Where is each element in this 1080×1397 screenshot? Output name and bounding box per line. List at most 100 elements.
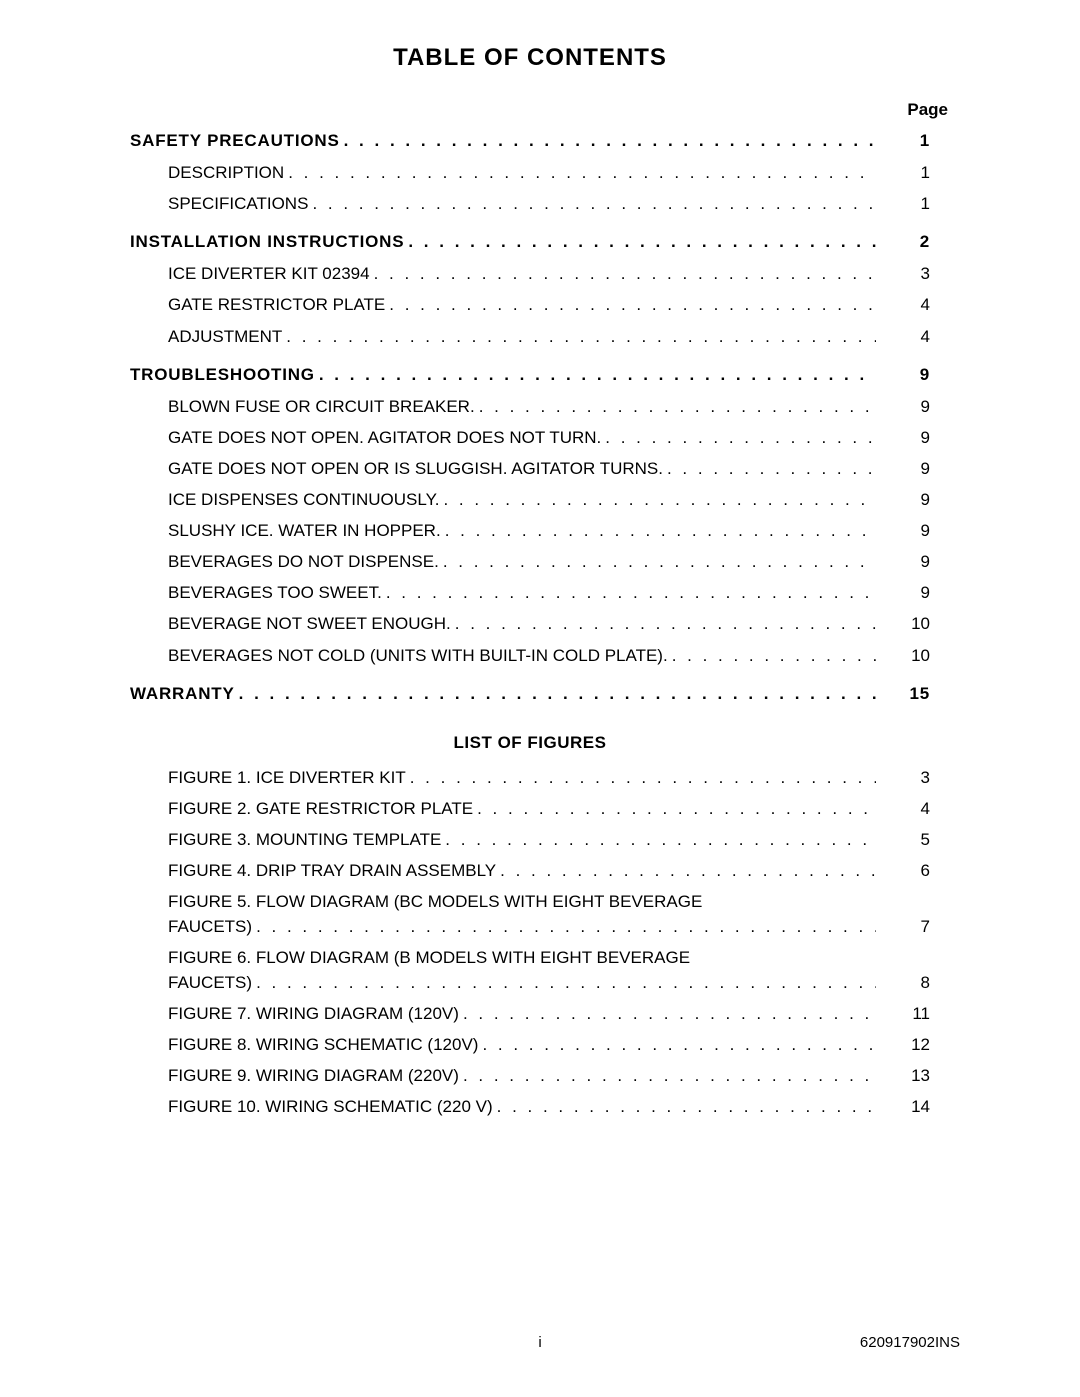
toc-dot-leader: . . . . . . . . . . . . . . . . . . . . … [408, 231, 876, 253]
toc-page-number: 4 [876, 326, 930, 348]
toc-dot-leader: . . . . . . . . . . . . . . . . . . . . … [463, 1065, 876, 1087]
toc-dot-leader: . . . . . . . . . . . . . . . . . . . . … [312, 193, 876, 215]
toc-section: TROUBLESHOOTING. . . . . . . . . . . . .… [130, 364, 930, 386]
list-of-figures-title: LIST OF FIGURES [130, 733, 930, 753]
toc-dot-leader: . . . . . . . . . . . . . . . . . . . . … [319, 364, 876, 386]
toc-entry: FIGURE 6. FLOW DIAGRAM (B MODELS WITH EI… [130, 947, 930, 994]
toc-entry: FIGURE 5. FLOW DIAGRAM (BC MODELS WITH E… [130, 891, 930, 938]
toc-dot-leader: . . . . . . . . . . . . . . . . . . . . … [288, 162, 876, 184]
toc-page-number: 9 [876, 582, 930, 604]
toc-entry-label: FIGURE 5. FLOW DIAGRAM (BC MODELS WITH E… [130, 891, 930, 914]
toc-entry-line2: FAUCETS). . . . . . . . . . . . . . . . … [130, 972, 930, 994]
toc-entry: FIGURE 7. WIRING DIAGRAM (120V). . . . .… [130, 1003, 930, 1025]
toc-entry-label: BEVERAGE NOT SWEET ENOUGH. [130, 613, 455, 635]
toc-dot-leader: . . . . . . . . . . . . . . . . . . . . … [479, 396, 876, 418]
toc-page-number: 7 [876, 916, 930, 938]
toc-page-number: 9 [876, 520, 930, 542]
toc-page-number: 10 [876, 613, 930, 635]
toc-page-number: 1 [876, 193, 930, 215]
toc-entry: FIGURE 9. WIRING DIAGRAM (220V). . . . .… [130, 1065, 930, 1087]
toc-entry-label: FIGURE 2. GATE RESTRICTOR PLATE [130, 798, 477, 820]
toc-page-number: 14 [876, 1096, 930, 1118]
toc-entry: GATE DOES NOT OPEN. AGITATOR DOES NOT TU… [130, 427, 930, 449]
toc-page-number: 5 [876, 829, 930, 851]
toc-entry-label: SPECIFICATIONS [130, 193, 312, 215]
toc-page-number: 3 [876, 263, 930, 285]
toc-dot-leader: . . . . . . . . . . . . . . . . . . . . … [482, 1034, 876, 1056]
toc-dot-leader: . . . . . . . . . . . . . . . . . . . . … [500, 860, 876, 882]
toc-entry-label: ICE DIVERTER KIT 02394 [130, 263, 374, 285]
toc-dot-leader: . . . . . . . . . . . . . . . . . . . . … [443, 551, 876, 573]
toc-entry: ICE DIVERTER KIT 02394. . . . . . . . . … [130, 263, 930, 285]
toc-dot-leader: . . . . . . . . . . . . . . . . . . . . … [667, 458, 876, 480]
toc-entry-label: FIGURE 7. WIRING DIAGRAM (120V) [130, 1003, 463, 1025]
toc-dot-leader: . . . . . . . . . . . . . . . . . . . . … [445, 520, 876, 542]
toc-entry-label: FIGURE 1. ICE DIVERTER KIT [130, 767, 410, 789]
toc-page-number: 12 [876, 1034, 930, 1056]
toc-entry: GATE RESTRICTOR PLATE. . . . . . . . . .… [130, 294, 930, 316]
toc-entry-label: TROUBLESHOOTING [130, 364, 319, 386]
toc-entry-label: GATE RESTRICTOR PLATE [130, 294, 389, 316]
toc-entry-sublabel: FAUCETS) [130, 972, 256, 994]
toc-dot-leader: . . . . . . . . . . . . . . . . . . . . … [477, 798, 876, 820]
toc-page-number: 9 [876, 427, 930, 449]
toc-entry: FIGURE 3. MOUNTING TEMPLATE. . . . . . .… [130, 829, 930, 851]
toc-entry-label: GATE DOES NOT OPEN OR IS SLUGGISH. AGITA… [130, 458, 667, 480]
toc-page-number: 13 [876, 1065, 930, 1087]
toc-section: WARRANTY. . . . . . . . . . . . . . . . … [130, 683, 930, 705]
list-of-figures: FIGURE 1. ICE DIVERTER KIT . . . . . . . … [130, 767, 930, 1119]
toc-entry-label: FIGURE 9. WIRING DIAGRAM (220V) [130, 1065, 463, 1087]
page-title: TABLE OF CONTENTS [130, 44, 930, 72]
toc-entry: BLOWN FUSE OR CIRCUIT BREAKER.. . . . . … [130, 396, 930, 418]
toc-page-number: 4 [876, 294, 930, 316]
toc-page-number: 1 [876, 130, 930, 152]
page-column-header: Page [130, 100, 948, 120]
toc-page-number: 9 [876, 364, 930, 386]
toc-dot-leader: . . . . . . . . . . . . . . . . . . . . … [374, 263, 876, 285]
toc-page-number: 11 [876, 1003, 930, 1025]
toc-dot-leader: . . . . . . . . . . . . . . . . . . . . … [443, 489, 876, 511]
toc-section: INSTALLATION INSTRUCTIONS. . . . . . . .… [130, 231, 930, 253]
toc-dot-leader: . . . . . . . . . . . . . . . . . . . . … [386, 582, 876, 604]
toc-page-number: 3 [876, 767, 930, 789]
toc-page-number: 9 [876, 458, 930, 480]
toc-entry-label: BEVERAGES NOT COLD (UNITS WITH BUILT-IN … [130, 645, 672, 667]
toc-dot-leader: . . . . . . . . . . . . . . . . . . . . … [286, 326, 876, 348]
toc-entry-label: FIGURE 10. WIRING SCHEMATIC (220 V) [130, 1096, 497, 1118]
toc-entry: GATE DOES NOT OPEN OR IS SLUGGISH. AGITA… [130, 458, 930, 480]
toc-dot-leader: . . . . . . . . . . . . . . . . . . . . … [497, 1096, 876, 1118]
toc-page-number: 9 [876, 489, 930, 511]
toc-entry-label: FIGURE 3. MOUNTING TEMPLATE [130, 829, 445, 851]
toc-dot-leader: . . . . . . . . . . . . . . . . . . . . … [256, 916, 876, 938]
toc-dot-leader: . . . . . . . . . . . . . . . . . . . . … [344, 130, 876, 152]
toc-entry-label: ADJUSTMENT [130, 326, 286, 348]
toc-page-number: 4 [876, 798, 930, 820]
document-page: TABLE OF CONTENTS Page SAFETY PRECAUTION… [0, 0, 1080, 1397]
toc-entry: FIGURE 1. ICE DIVERTER KIT. . . . . . . … [130, 767, 930, 789]
toc-entry: BEVERAGES NOT COLD (UNITS WITH BUILT-IN … [130, 645, 930, 667]
toc-entry-label: GATE DOES NOT OPEN. AGITATOR DOES NOT TU… [130, 427, 605, 449]
toc-entry-label: DESCRIPTION [130, 162, 288, 184]
toc-dot-leader: . . . . . . . . . . . . . . . . . . . . … [605, 427, 876, 449]
toc-page-number: 8 [876, 972, 930, 994]
toc-entry-label: FIGURE 8. WIRING SCHEMATIC (120V) [130, 1034, 482, 1056]
toc-entry-sublabel: FAUCETS) [130, 916, 256, 938]
toc-entry: BEVERAGES DO NOT DISPENSE.. . . . . . . … [130, 551, 930, 573]
toc-page-number: 1 [876, 162, 930, 184]
toc-page-number: 2 [876, 231, 930, 253]
toc-dot-leader: . . . . . . . . . . . . . . . . . . . . … [672, 645, 876, 667]
toc-page-number: 6 [876, 860, 930, 882]
toc-section: SAFETY PRECAUTIONS. . . . . . . . . . . … [130, 130, 930, 152]
toc-entry-label: SLUSHY ICE. WATER IN HOPPER. [130, 520, 445, 542]
toc-entry: BEVERAGE NOT SWEET ENOUGH.. . . . . . . … [130, 613, 930, 635]
toc-dot-leader: . . . . . . . . . . . . . . . . . . . . … [455, 613, 876, 635]
toc-entry-label: FIGURE 6. FLOW DIAGRAM (B MODELS WITH EI… [130, 947, 930, 970]
toc-entry-label: BEVERAGES DO NOT DISPENSE. [130, 551, 443, 573]
table-of-contents: SAFETY PRECAUTIONS. . . . . . . . . . . … [130, 130, 930, 705]
toc-entry-line2: FAUCETS). . . . . . . . . . . . . . . . … [130, 916, 930, 938]
footer-doc-number: 620917902INS [860, 1334, 960, 1351]
toc-entry: ICE DISPENSES CONTINUOUSLY.. . . . . . .… [130, 489, 930, 511]
toc-page-number: 15 [876, 683, 930, 705]
toc-dot-leader: . . . . . . . . . . . . . . . . . . . . … [445, 829, 876, 851]
toc-entry-label: SAFETY PRECAUTIONS [130, 130, 344, 152]
